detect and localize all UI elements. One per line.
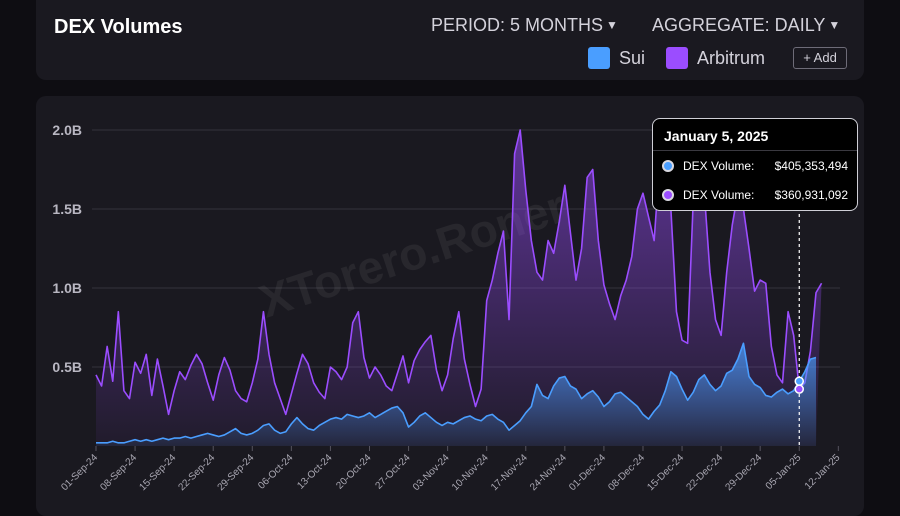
aggregate-label: AGGREGATE: DAILY: [652, 15, 826, 35]
chart-area[interactable]: XTorero.Roner 0.5B1.0B1.5B2.0B01-Sep-240…: [36, 96, 864, 500]
period-dropdown[interactable]: PERIOD: 5 MONTHS ▼: [431, 15, 618, 36]
x-tick-label: 10-Nov-24: [450, 452, 491, 493]
legend-item-arbitrum[interactable]: Arbitrum: [666, 47, 765, 69]
legend-item-sui[interactable]: Sui: [588, 47, 645, 69]
area-sui: [96, 343, 816, 446]
period-label: PERIOD: 5 MONTHS: [431, 15, 604, 35]
aggregate-dropdown[interactable]: AGGREGATE: DAILY ▼: [652, 15, 840, 36]
x-tick-label: 01-Sep-24: [59, 452, 100, 493]
x-tick-label: 29-Dec-24: [724, 452, 765, 493]
legend-label-arbitrum: Arbitrum: [697, 47, 766, 68]
chart-tooltip: January 5, 2025 DEX Volume: $405,353,494…: [652, 118, 858, 211]
tooltip-label: DEX Volume:: [683, 159, 755, 173]
y-tick-label: 2.0B: [52, 122, 82, 138]
x-tick-label: 01-Dec-24: [567, 452, 608, 493]
x-tick-label: 13-Oct-24: [295, 452, 335, 492]
x-tick-label: 05-Jan-25: [764, 452, 804, 492]
tooltip-label: DEX Volume:: [683, 188, 755, 202]
x-tick-label: 15-Sep-24: [137, 452, 178, 493]
x-tick-label: 12-Jan-25: [803, 452, 843, 492]
x-tick-label: 22-Sep-24: [177, 452, 218, 493]
x-tick-label: 20-Oct-24: [334, 452, 374, 492]
header-card: DEX Volumes PERIOD: 5 MONTHS ▼ AGGREGATE:…: [36, 0, 864, 80]
x-tick-label: 03-Nov-24: [411, 452, 452, 493]
tooltip-dot-arbitrum: [662, 189, 674, 201]
legend-label-sui: Sui: [619, 47, 646, 68]
tooltip-row-arbitrum: DEX Volume: $360,931,092: [662, 188, 848, 202]
x-tick-label: 29-Sep-24: [216, 452, 257, 493]
line-sui: [96, 342, 817, 444]
x-tick-label: 24-Nov-24: [528, 452, 569, 493]
y-tick-label: 1.0B: [52, 280, 82, 296]
x-tick-label: 06-Oct-24: [256, 452, 296, 492]
x-tick-label: 15-Dec-24: [645, 452, 686, 493]
chevron-down-icon: ▼: [606, 18, 618, 32]
hover-point-arbitrum: [794, 384, 805, 394]
add-series-button[interactable]: + Add: [793, 47, 847, 69]
x-tick-label: 22-Dec-24: [684, 452, 725, 493]
tooltip-row-sui: DEX Volume: $405,353,494: [662, 159, 848, 173]
legend-swatch-arbitrum: [666, 47, 688, 69]
tooltip-value-arbitrum: $360,931,092: [774, 188, 848, 202]
hover-point-sui: [794, 376, 805, 386]
legend-swatch-sui: [588, 47, 610, 69]
y-tick-label: 0.5B: [52, 359, 82, 375]
area-arbitrum: [96, 130, 822, 446]
x-tick-label: 08-Dec-24: [606, 452, 647, 493]
y-tick-label: 1.5B: [52, 201, 82, 217]
tooltip-date: January 5, 2025: [664, 128, 769, 144]
chevron-down-icon: ▼: [828, 18, 841, 32]
x-tick-label: 08-Sep-24: [98, 452, 139, 493]
tooltip-dot-sui: [662, 160, 674, 172]
x-tick-label: 27-Oct-24: [373, 452, 413, 492]
tooltip-value-sui: $405,353,494: [774, 159, 848, 173]
x-tick-label: 17-Nov-24: [489, 452, 530, 493]
page-title: DEX Volumes: [54, 16, 183, 38]
tooltip-divider: [653, 150, 857, 151]
